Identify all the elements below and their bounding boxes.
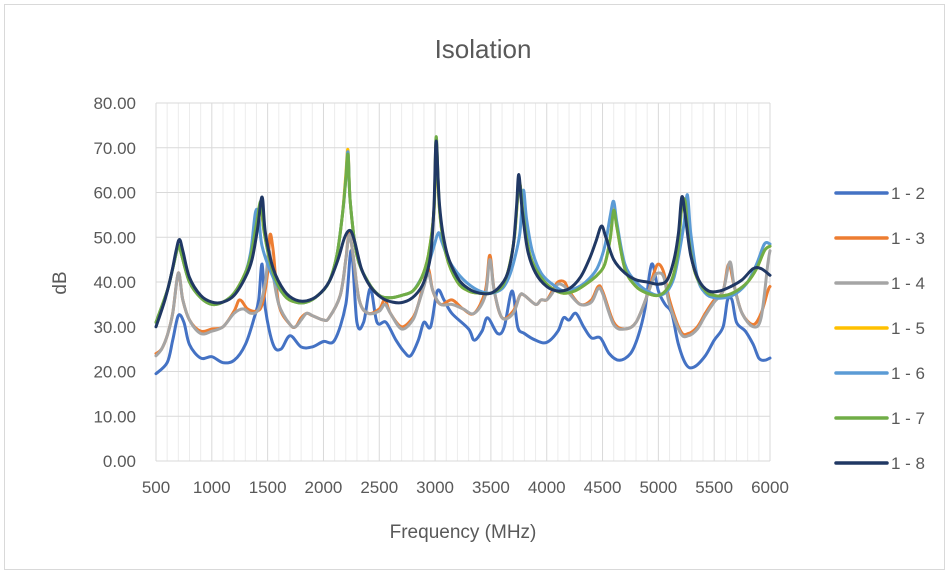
series-line-1 (154, 249, 772, 376)
y-tick-label: 20.00 (93, 363, 136, 382)
y-tick-label: 80.00 (93, 94, 136, 113)
x-tick-label: 3500 (472, 478, 510, 497)
y-tick-label: 10.00 (93, 407, 136, 426)
x-tick-label: 4000 (528, 478, 566, 497)
legend-label: 1 - 3 (891, 229, 925, 248)
x-axis-label: Frequency (MHz) (390, 522, 537, 543)
x-axis-ticks: 500 1000 1500 2000 2500 3000 3500 4000 4500 5000 5… (142, 478, 789, 497)
legend-label: 1 - 6 (891, 364, 925, 383)
y-tick-label: 30.00 (93, 318, 136, 337)
x-tick-label: 2000 (305, 478, 343, 497)
x-tick-label: 3000 (416, 478, 454, 497)
legend-label: 1 - 7 (891, 409, 925, 428)
x-tick-label: 1000 (193, 478, 231, 497)
x-tick-label: 500 (142, 478, 170, 497)
series-lines (154, 135, 772, 376)
legend-label: 1 - 2 (891, 184, 925, 203)
legend-label: 1 - 4 (891, 274, 925, 293)
legend: 1 - 2 1 - 3 1 - 4 1 - 5 1 - 6 1 - 7 1 - 8 (834, 184, 925, 473)
x-tick-label: 1500 (249, 478, 287, 497)
y-tick-label: 50.00 (93, 228, 136, 247)
x-tick-label: 4500 (584, 478, 622, 497)
x-tick-label: 2500 (360, 478, 398, 497)
x-tick-label: 5000 (639, 478, 677, 497)
legend-label: 1 - 8 (891, 454, 925, 473)
y-axis-ticks: 0.00 10.00 20.00 30.00 40.00 50.00 60.00 70.00 8… (93, 94, 136, 471)
y-tick-label: 60.00 (93, 184, 136, 203)
series-line-2 (154, 231, 772, 356)
y-tick-label: 0.00 (103, 452, 136, 471)
x-tick-label: 5500 (695, 478, 733, 497)
y-tick-label: 40.00 (93, 273, 136, 292)
x-tick-label: 6000 (751, 478, 789, 497)
y-axis-label: dB (50, 271, 71, 294)
y-tick-label: 70.00 (93, 139, 136, 158)
series-line-7 (154, 139, 772, 329)
major-gridlines (155, 102, 771, 462)
chart-title: Isolation (435, 34, 532, 64)
legend-label: 1 - 5 (891, 319, 925, 338)
